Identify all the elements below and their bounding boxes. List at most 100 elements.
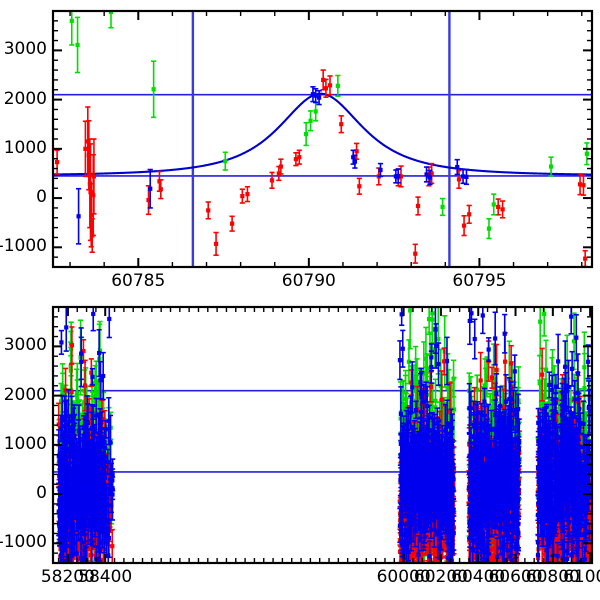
data-point-red	[321, 77, 326, 83]
data-point-red	[461, 223, 467, 228]
data-point-red	[415, 203, 421, 209]
data-point-blue	[76, 214, 81, 219]
data-point-red	[81, 348, 86, 354]
data-point-red	[80, 547, 85, 552]
data-point-green	[75, 42, 80, 48]
data-point-red	[82, 383, 88, 388]
data-point-red	[240, 194, 245, 199]
data-point-blue	[378, 167, 383, 173]
bottom-panel: -1000 0 1000 2000 3000 58200 58400 60000 60200 60…	[0, 296, 600, 600]
data-point-blue	[310, 92, 316, 97]
data-point-green	[68, 421, 73, 426]
data-point-red	[245, 192, 250, 197]
data-point-green	[548, 164, 554, 169]
data-point-green	[491, 385, 496, 390]
data-point-red	[293, 157, 298, 162]
data-point-red	[56, 422, 61, 427]
data-point-red	[89, 370, 94, 375]
data-point-green	[430, 317, 435, 322]
data-point-blue	[316, 95, 322, 100]
data-point-red	[339, 122, 344, 127]
y-tick-label: 1000	[3, 137, 47, 158]
data-point-green	[223, 159, 228, 164]
data-point-green	[308, 118, 313, 123]
data-point-red	[206, 208, 211, 213]
data-point-green	[440, 204, 445, 210]
data-point-red	[158, 187, 163, 192]
data-point-green	[446, 396, 451, 402]
data-point-green	[421, 371, 426, 376]
data-point-red	[269, 178, 275, 183]
data-point-red	[146, 197, 151, 203]
plot-data-layer	[53, 11, 592, 267]
data-point-red	[297, 155, 302, 160]
data-point-green	[433, 398, 438, 403]
plot-data-layer	[53, 307, 592, 563]
data-point-green	[565, 391, 570, 396]
data-point-green	[427, 316, 432, 322]
top-panel: -1000 0 1000 2000 3000 60785 60790 60795	[0, 9, 594, 291]
data-point-red	[101, 557, 106, 563]
data-point-blue	[424, 172, 429, 177]
data-point-green	[484, 374, 490, 379]
data-point-green	[436, 337, 441, 342]
data-point-red	[467, 212, 472, 217]
y-tick-label: 3000	[3, 39, 47, 60]
data-point-red	[157, 179, 162, 184]
data-point-red	[327, 83, 333, 88]
y-tick-label: -1000	[0, 236, 47, 257]
data-point-red	[89, 213, 94, 218]
data-point-red	[583, 256, 588, 261]
data-point-green	[486, 226, 492, 231]
data-point-red	[91, 174, 97, 179]
data-point-green	[543, 367, 549, 372]
y-tick-label: 0	[36, 187, 47, 208]
data-point-blue	[396, 173, 401, 179]
data-point-green	[403, 396, 408, 401]
data-point-blue	[460, 174, 466, 179]
data-point-red	[496, 204, 501, 210]
data-point-red	[581, 183, 586, 188]
data-point-green	[59, 399, 64, 404]
data-point-green	[445, 386, 450, 391]
data-point-green	[451, 376, 456, 381]
data-point-green	[411, 412, 416, 417]
data-point-green	[408, 308, 413, 313]
axes-frame	[51, 9, 594, 269]
data-point-green	[451, 407, 457, 412]
data-point-blue	[393, 174, 398, 179]
data-point-red	[69, 389, 74, 395]
data-point-green	[542, 401, 547, 406]
data-point-green	[542, 556, 547, 562]
data-point-green	[571, 339, 577, 344]
data-point-green	[582, 385, 587, 391]
data-point-red	[213, 241, 219, 246]
data-point-green	[406, 359, 412, 364]
data-point-red	[69, 343, 75, 348]
data-point-red	[63, 388, 68, 393]
data-point-green	[574, 406, 579, 412]
data-point-red	[323, 86, 329, 91]
data-point-green	[490, 398, 495, 404]
x-tick-label: 60790	[281, 271, 336, 291]
data-point-green	[538, 319, 543, 324]
data-point-red	[229, 221, 235, 226]
data-point-red	[500, 207, 505, 212]
data-point-green	[94, 380, 99, 385]
data-point-green	[304, 131, 309, 137]
data-point-green	[423, 356, 429, 361]
data-point-red	[86, 408, 92, 413]
data-point-blue	[427, 175, 433, 180]
data-point-blue	[455, 164, 460, 170]
data-point-blue	[352, 159, 358, 164]
x-tick-label: 60795	[452, 271, 507, 291]
data-point-green	[556, 420, 561, 426]
data-point-green	[542, 311, 547, 317]
data-point-red	[85, 139, 90, 144]
data-point-green	[538, 409, 543, 414]
data-point-red	[86, 153, 91, 158]
x-tick-label: 60785	[111, 271, 166, 291]
y-tick-label: 2000	[3, 88, 47, 109]
data-point-green	[414, 382, 420, 387]
data-point-green	[491, 202, 496, 207]
